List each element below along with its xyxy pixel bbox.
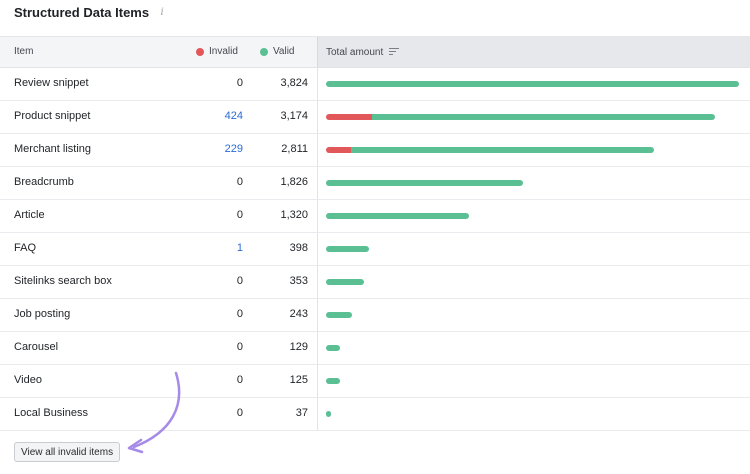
row-item-name: Sitelinks search box [14, 275, 112, 287]
valid-bar-segment [350, 147, 655, 153]
row-valid-count: 2,811 [281, 143, 308, 155]
invalid-bar-segment [326, 147, 351, 153]
row-item-name: FAQ [14, 242, 37, 254]
table-header: Item Invalid Valid Total amount [0, 37, 750, 68]
row-invalid-count: 0 [236, 77, 243, 89]
column-header-total[interactable]: Total amount [317, 37, 750, 67]
table-row: Video 0 125 [0, 365, 750, 398]
invalid-dot-icon [196, 47, 204, 56]
row-valid-count: 1,320 [280, 209, 308, 221]
row-total-cell [317, 332, 750, 364]
valid-bar-segment [326, 378, 340, 384]
row-valid-count: 37 [295, 407, 308, 419]
column-header-invalid: Invalid [196, 46, 238, 57]
table-row: Local Business 0 37 [0, 398, 750, 431]
valid-bar-segment [326, 213, 469, 219]
valid-bar-segment [326, 411, 331, 417]
row-invalid-count: 0 [236, 176, 243, 188]
total-bar [326, 345, 340, 351]
valid-bar-segment [326, 345, 340, 351]
total-bar [326, 246, 370, 252]
row-invalid-count[interactable]: 1 [236, 242, 243, 254]
row-invalid-count: 0 [236, 308, 243, 320]
valid-bar-segment [326, 81, 739, 87]
row-item-name: Product snippet [14, 110, 91, 122]
row-valid-count: 3,824 [280, 77, 308, 89]
row-invalid-count: 0 [236, 275, 243, 287]
table-row: FAQ 1 398 [0, 233, 750, 266]
table-row: Article 0 1,320 [0, 200, 750, 233]
column-header-valid: Valid [260, 46, 295, 57]
valid-bar-segment [326, 312, 353, 318]
row-valid-count: 398 [289, 242, 308, 254]
table-row: Merchant listing 229 2,811 [0, 134, 750, 167]
row-item-name: Review snippet [14, 77, 89, 89]
invalid-bar-segment [326, 114, 372, 120]
row-total-cell [317, 365, 750, 397]
total-bar [326, 378, 340, 384]
row-total-cell [317, 68, 750, 100]
view-all-invalid-items-button[interactable]: View all invalid items [14, 442, 121, 462]
table-row: Job posting 0 243 [0, 299, 750, 332]
valid-bar-segment [326, 180, 524, 186]
row-invalid-count: 0 [236, 341, 243, 353]
row-total-cell [317, 134, 750, 166]
column-header-valid-label: Valid [273, 46, 295, 57]
valid-bar-segment [326, 246, 370, 252]
row-invalid-count: 0 [236, 374, 243, 386]
title-row: Structured Data Items i [14, 3, 167, 21]
total-bar [326, 180, 524, 186]
row-valid-count: 243 [289, 308, 308, 320]
row-invalid-count: 0 [236, 407, 243, 419]
row-item-name: Job posting [14, 308, 71, 320]
table-row: Sitelinks search box 0 353 [0, 266, 750, 299]
total-bar [326, 114, 715, 120]
table-body: Review snippet 0 3,824 Product snippet 4… [0, 68, 750, 431]
row-total-cell [317, 167, 750, 199]
row-total-cell [317, 200, 750, 232]
row-valid-count: 353 [289, 275, 308, 287]
row-total-cell [317, 398, 750, 430]
row-invalid-count[interactable]: 424 [224, 110, 243, 122]
row-total-cell [317, 101, 750, 133]
row-total-cell [317, 299, 750, 331]
valid-bar-segment [371, 114, 715, 120]
row-valid-count: 129 [289, 341, 308, 353]
total-bar [326, 411, 331, 417]
column-header-invalid-label: Invalid [209, 46, 238, 57]
row-item-name: Local Business [14, 407, 88, 419]
total-bar [326, 213, 469, 219]
structured-data-table: Item Invalid Valid Total amount Review s… [0, 36, 750, 474]
table-row: Breadcrumb 0 1,826 [0, 167, 750, 200]
column-header-total-label: Total amount [326, 46, 384, 58]
info-icon[interactable]: i [160, 6, 164, 18]
row-invalid-count[interactable]: 229 [224, 143, 243, 155]
row-item-name: Breadcrumb [14, 176, 74, 188]
table-row: Product snippet 424 3,174 [0, 101, 750, 134]
column-header-item: Item [14, 46, 34, 57]
valid-bar-segment [326, 279, 365, 285]
page-title: Structured Data Items [14, 4, 150, 20]
row-invalid-count: 0 [236, 209, 243, 221]
row-valid-count: 1,826 [280, 176, 308, 188]
valid-dot-icon [260, 47, 268, 56]
row-item-name: Carousel [14, 341, 59, 353]
row-total-cell [317, 266, 750, 298]
total-bar [326, 312, 353, 318]
sort-icon[interactable] [389, 48, 400, 56]
row-total-cell [317, 233, 750, 265]
total-bar [326, 147, 655, 153]
row-valid-count: 3,174 [280, 110, 308, 122]
total-bar [326, 279, 365, 285]
row-item-name: Merchant listing [14, 143, 92, 155]
row-valid-count: 125 [289, 374, 308, 386]
table-row: Review snippet 0 3,824 [0, 68, 750, 101]
row-item-name: Video [14, 374, 42, 386]
total-bar [326, 81, 739, 87]
table-row: Carousel 0 129 [0, 332, 750, 365]
row-item-name: Article [14, 209, 45, 221]
